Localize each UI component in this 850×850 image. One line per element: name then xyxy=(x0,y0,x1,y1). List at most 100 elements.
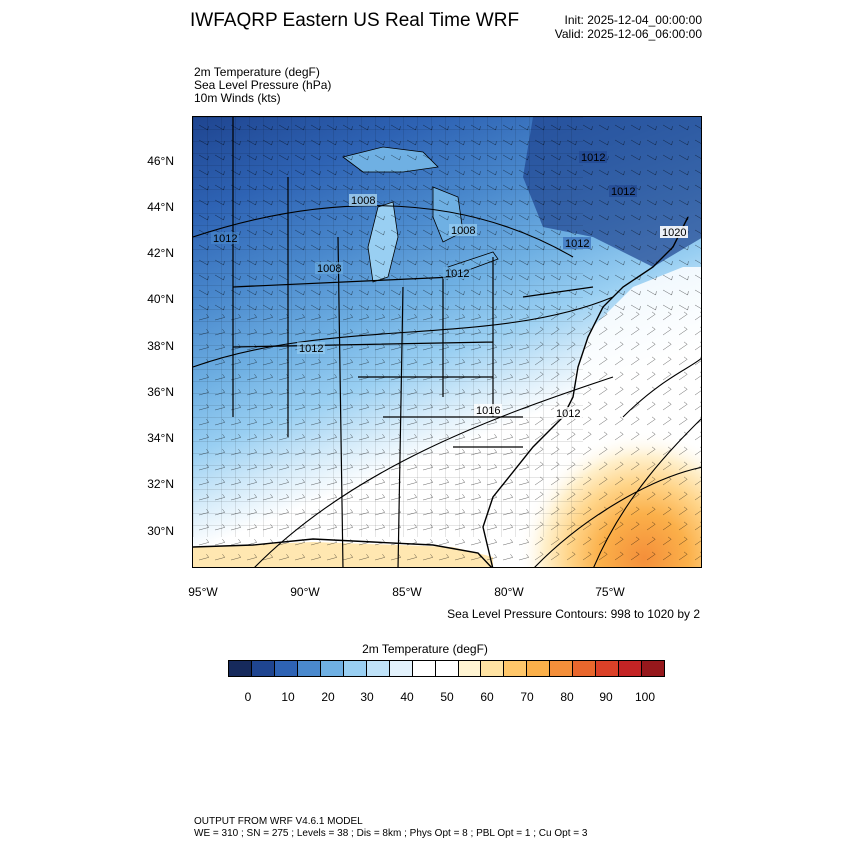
colorbar-tick: 50 xyxy=(440,690,454,704)
wind-barb xyxy=(598,169,609,176)
wind-barb xyxy=(310,313,322,321)
wind-barb xyxy=(438,433,450,441)
wind-barb xyxy=(278,448,290,456)
wind-barb xyxy=(646,139,657,146)
wind-barb xyxy=(518,199,529,206)
colorbar-swatch xyxy=(251,661,275,676)
wind-barb xyxy=(502,124,513,131)
wind-barb xyxy=(278,463,290,471)
wind-barb xyxy=(614,304,625,311)
colorbar-tick: 100 xyxy=(634,690,656,704)
wind-barb xyxy=(390,169,401,176)
wind-barb xyxy=(486,244,497,251)
wind-barb xyxy=(326,199,337,206)
wind-barb xyxy=(454,154,465,161)
wind-barb xyxy=(390,463,402,471)
wind-barb xyxy=(614,139,625,146)
wind-barb xyxy=(262,313,274,321)
wind-barb xyxy=(502,523,514,531)
wind-barb xyxy=(502,214,513,221)
wind-barb xyxy=(422,274,433,281)
wind-barb xyxy=(646,431,656,441)
wind-barb xyxy=(390,508,402,516)
wind-barb xyxy=(630,214,641,221)
wind-barb xyxy=(678,214,689,221)
wind-barb xyxy=(630,431,640,441)
wind-barb xyxy=(422,259,433,266)
colorbar-swatch xyxy=(366,661,390,676)
wind-barb xyxy=(582,259,593,266)
colorbar-swatch xyxy=(619,661,643,676)
wind-barb xyxy=(470,328,482,336)
wind-barb xyxy=(486,358,498,366)
wind-barb xyxy=(614,289,625,296)
wind-barb xyxy=(310,139,321,146)
colorbar-swatch xyxy=(527,661,551,676)
lat-label: 46°N xyxy=(147,154,174,168)
wind-barb xyxy=(582,446,592,456)
wind-barb xyxy=(694,551,701,561)
wind-barb xyxy=(422,433,434,441)
wind-barb xyxy=(582,401,592,411)
wind-barb xyxy=(406,259,417,266)
wind-barb xyxy=(406,304,417,311)
wind-barb xyxy=(662,386,672,396)
wind-barb xyxy=(518,463,530,471)
wind-barb xyxy=(694,139,701,144)
wind-barb xyxy=(470,304,481,311)
wind-barb xyxy=(662,259,673,266)
wind-barb xyxy=(566,341,576,351)
wind-barb xyxy=(310,244,321,251)
wind-barb xyxy=(502,244,513,251)
wind-barb xyxy=(214,553,226,561)
wind-barb xyxy=(390,244,401,251)
wind-barb xyxy=(294,388,306,396)
wind-barb xyxy=(646,491,656,501)
wind-barb xyxy=(534,154,545,161)
wind-barb xyxy=(454,493,466,501)
wind-barb xyxy=(422,343,434,351)
wind-barb xyxy=(582,326,592,336)
wind-barb xyxy=(262,274,273,281)
wind-barb xyxy=(550,446,560,456)
wind-barb xyxy=(438,478,450,486)
wind-barb xyxy=(230,229,241,236)
wind-barb xyxy=(534,431,544,441)
wind-barb xyxy=(630,259,641,266)
wind-barb xyxy=(214,304,225,311)
wind-barb xyxy=(534,506,544,516)
wind-barb xyxy=(502,448,514,456)
wind-barb xyxy=(374,478,386,486)
wind-barb xyxy=(598,139,609,146)
colorbar-swatch xyxy=(458,661,482,676)
wind-barb xyxy=(422,328,434,336)
wind-barb xyxy=(566,229,577,236)
wind-barb xyxy=(390,343,402,351)
wind-barb xyxy=(678,551,688,561)
wind-barb xyxy=(422,358,434,366)
wind-barb xyxy=(502,199,513,206)
wind-barb xyxy=(278,373,290,381)
wind-barb xyxy=(614,229,625,236)
wind-barb xyxy=(326,313,338,321)
wind-barb xyxy=(470,139,481,146)
wind-barb xyxy=(406,508,418,516)
wind-barb xyxy=(278,154,289,161)
svg-text:1012: 1012 xyxy=(213,233,237,245)
wind-barb xyxy=(310,214,321,221)
wind-barb xyxy=(374,244,385,251)
wind-barb xyxy=(246,463,258,471)
wind-barb xyxy=(662,139,673,146)
wind-barb xyxy=(214,418,226,426)
wind-barb xyxy=(534,551,544,561)
wind-barb xyxy=(486,478,498,486)
wind-barb xyxy=(694,259,701,264)
wind-barb xyxy=(198,433,210,441)
wind-barb xyxy=(534,476,544,486)
wind-barb xyxy=(614,431,624,441)
wind-barb xyxy=(598,551,608,561)
wind-barb xyxy=(502,538,514,546)
wind-barb xyxy=(582,184,593,191)
wind-barb xyxy=(310,289,321,296)
wind-barb xyxy=(662,214,673,221)
